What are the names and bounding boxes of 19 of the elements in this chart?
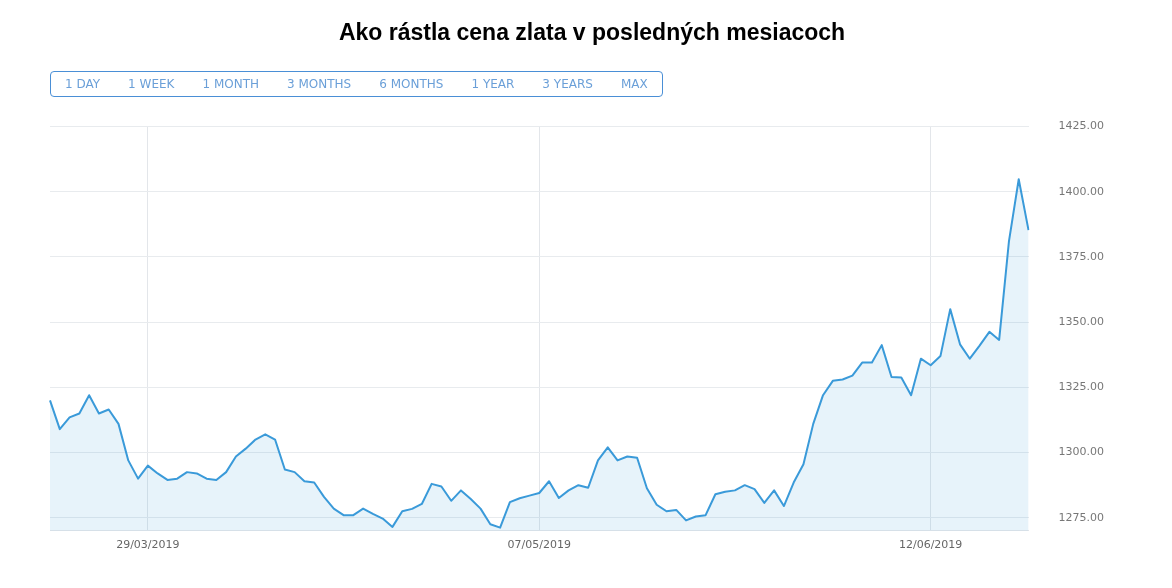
x-tick-label: 29/03/2019 bbox=[116, 538, 180, 552]
y-tick-label: 1400.00 bbox=[1058, 184, 1105, 198]
y-tick-label: 1350.00 bbox=[1058, 315, 1105, 329]
x-tick-label: 12/06/2019 bbox=[898, 538, 963, 552]
y-tick-label: 1425.00 bbox=[1058, 119, 1105, 133]
text: 3 MONTHS bbox=[286, 76, 353, 93]
text: 1 YEAR bbox=[470, 76, 516, 93]
text: 1 WEEK bbox=[127, 76, 176, 93]
chart-title: Ako rástla cena zlata v posledných mesiacoch bbox=[338, 19, 846, 46]
text: 3 YEARS bbox=[541, 76, 594, 93]
y-tick-label: 1275.00 bbox=[1058, 510, 1105, 524]
text: 1 DAY bbox=[64, 76, 102, 93]
text: MAX bbox=[619, 76, 649, 93]
x-tick-label: 07/05/2019 bbox=[507, 538, 571, 552]
y-tick-label: 1300.00 bbox=[1058, 445, 1105, 459]
y-tick-label: 1375.00 bbox=[1058, 249, 1105, 263]
text: 6 MONTHS bbox=[378, 76, 445, 93]
text: 1 MONTH bbox=[201, 76, 261, 93]
y-tick-label: 1325.00 bbox=[1058, 380, 1105, 394]
